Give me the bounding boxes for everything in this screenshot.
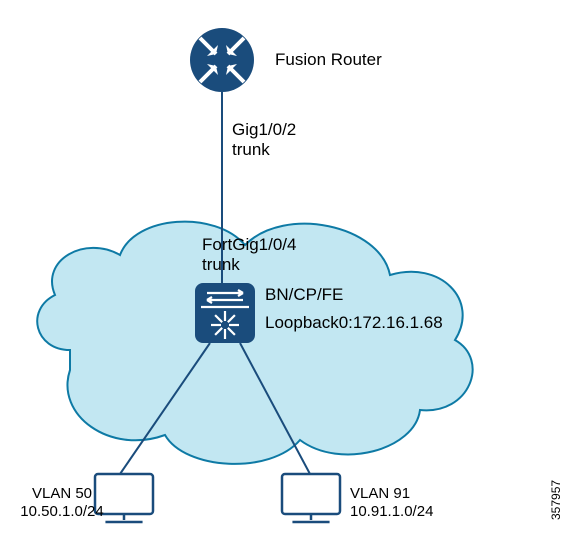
fortgig-trunk-label: trunk: [202, 255, 240, 274]
gig-trunk-label: trunk: [232, 140, 270, 159]
bn-cp-fe-switch-icon: [195, 283, 255, 343]
pc-right-icon: [282, 474, 340, 522]
switch-name-label: BN/CP/FE: [265, 285, 343, 304]
figure-id-label: 357957: [549, 480, 563, 520]
loopback-label: Loopback0:172.16.1.68: [265, 313, 443, 332]
cloud-shape: [37, 222, 472, 464]
gig-interface-label: Gig1/0/2: [232, 120, 296, 139]
fusion-router-label: Fusion Router: [275, 50, 382, 69]
fortgig-interface-label: FortGig1/0/4: [202, 235, 297, 254]
vlan91-label: VLAN 91: [350, 485, 410, 502]
vlan50-subnet-label: 10.50.1.0/24: [20, 503, 103, 520]
vlan91-subnet-label: 10.91.1.0/24: [350, 503, 433, 520]
vlan50-label: VLAN 50: [32, 485, 92, 502]
fusion-router-icon: [190, 28, 254, 92]
